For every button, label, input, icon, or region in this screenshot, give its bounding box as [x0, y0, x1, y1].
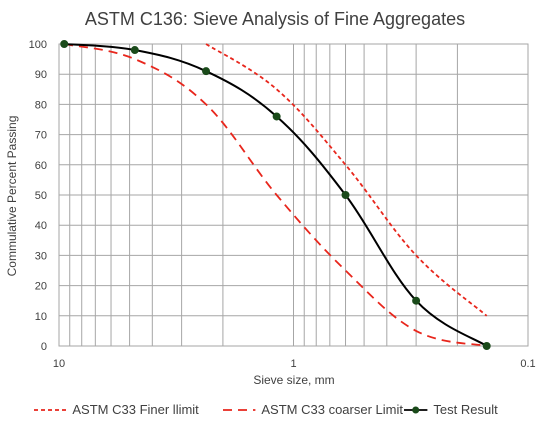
y-tick-label: 90	[35, 69, 47, 81]
y-tick-label: 70	[35, 130, 47, 142]
series-line-1	[205, 43, 488, 317]
legend-label-1: ASTM C33 Finer llimit	[72, 402, 199, 417]
y-tick-label: 20	[35, 281, 47, 293]
legend: ASTM C33 Finer llimit ASTM C33 coarser Li…	[34, 402, 498, 417]
x-tick-label: 0.1	[520, 358, 535, 370]
y-tick-labels: 0 10 20 30 40 50 60 70 80 90 100	[29, 39, 47, 353]
data-point	[202, 67, 211, 76]
series-line-2	[64, 43, 487, 347]
y-tick-label: 100	[29, 39, 47, 51]
y-axis-title: Commulative Percent Passing	[5, 116, 19, 277]
data-point	[130, 46, 139, 55]
y-tick-label: 30	[35, 250, 47, 262]
x-tick-label: 1	[290, 358, 296, 370]
y-tick-label: 60	[35, 160, 47, 172]
x-tick-label: 10	[53, 358, 65, 370]
series-layer	[60, 40, 491, 350]
x-tick-labels: 10 1 0.1	[53, 358, 536, 370]
y-tick-label: 0	[41, 341, 47, 353]
data-point	[60, 40, 69, 48]
data-point	[482, 342, 491, 350]
y-tick-label: 80	[35, 99, 47, 111]
grid	[59, 43, 529, 347]
data-point	[341, 191, 350, 199]
data-point	[412, 296, 421, 305]
x-axis-title: Sieve size, mm	[253, 373, 334, 387]
plot-border	[58, 43, 529, 347]
chart-title: ASTM C136: Sieve Analysis of Fine Aggreg…	[85, 9, 465, 29]
legend-label-2: ASTM C33 coarser Limit	[261, 402, 403, 417]
y-tick-label: 10	[35, 311, 47, 323]
plot-area	[58, 43, 529, 347]
legend-label-3: Test Result	[433, 402, 498, 417]
legend-marker	[412, 406, 420, 414]
y-tick-label: 50	[35, 190, 47, 202]
y-tick-label: 40	[35, 220, 47, 232]
data-point	[272, 112, 281, 121]
